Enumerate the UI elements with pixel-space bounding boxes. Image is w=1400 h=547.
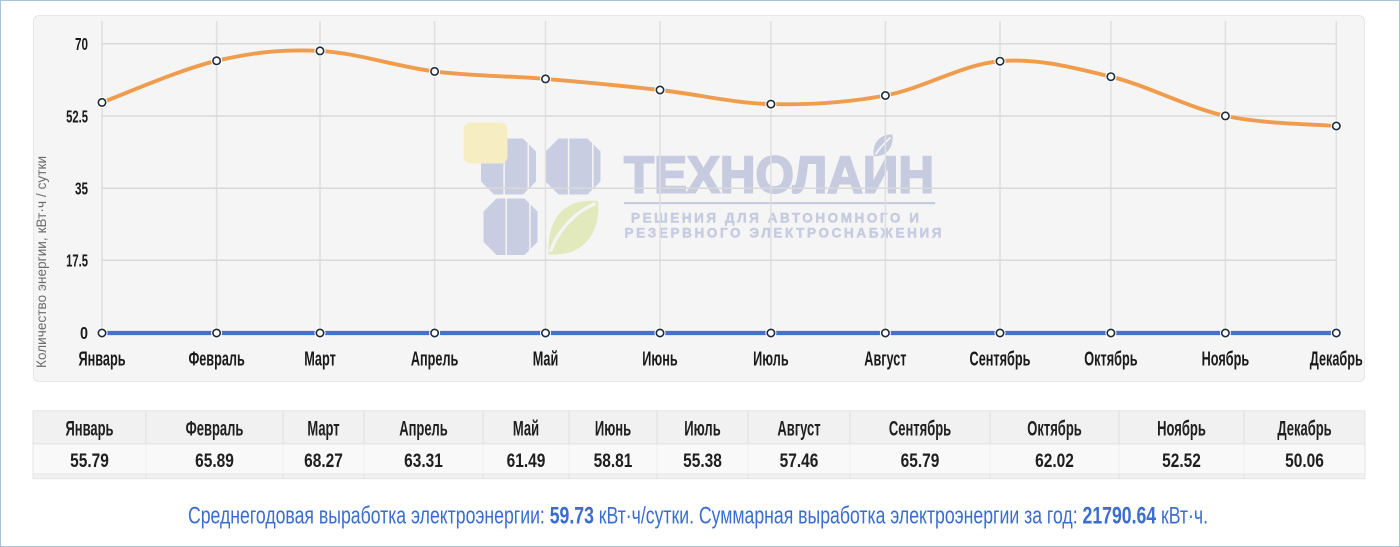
svg-text:Июль: Июль (684, 417, 720, 441)
svg-text:55.79: 55.79 (70, 451, 109, 472)
svg-text:ТЕХНОЛАИН: ТЕХНОЛАИН (624, 147, 934, 205)
svg-text:Август: Август (864, 349, 906, 371)
svg-text:70: 70 (75, 34, 88, 54)
svg-text:Апрель: Апрель (399, 417, 448, 441)
svg-text:РЕШЕНИЯ ДЛЯ АВТОНОМНОГО И: РЕШЕНИЯ ДЛЯ АВТОНОМНОГО И (631, 211, 919, 226)
svg-text:Февраль: Февраль (186, 417, 244, 441)
svg-text:Январь: Январь (65, 417, 113, 441)
svg-text:Ноябрь: Ноябрь (1157, 417, 1206, 441)
svg-text:Апрель: Апрель (411, 349, 459, 371)
svg-text:52.52: 52.52 (1162, 451, 1201, 472)
svg-text:Март: Март (307, 417, 339, 441)
svg-text:35: 35 (75, 179, 88, 199)
svg-text:52.5: 52.5 (66, 106, 88, 126)
svg-text:Июнь: Июнь (595, 417, 631, 441)
svg-text:Декабрь: Декабрь (1277, 417, 1331, 441)
svg-text:62.02: 62.02 (1035, 451, 1074, 472)
svg-text:Май: Май (513, 417, 539, 441)
svg-text:Октябрь: Октябрь (1084, 349, 1137, 371)
svg-text:Февраль: Февраль (188, 349, 244, 371)
svg-text:58.81: 58.81 (594, 451, 633, 472)
svg-text:65.79: 65.79 (901, 451, 940, 472)
svg-text:21790.64: 21790.64 (1083, 503, 1157, 530)
svg-text:Сентябрь: Сентябрь (889, 417, 951, 441)
svg-text:61.49: 61.49 (507, 451, 546, 472)
svg-text:Сентябрь: Сентябрь (970, 349, 1031, 371)
svg-text:59.73: 59.73 (550, 503, 594, 530)
svg-text:кВт·ч/сутки. Суммарная выработ: кВт·ч/сутки. Суммарная выработка электро… (594, 503, 1083, 530)
svg-text:0: 0 (80, 323, 88, 343)
svg-text:Март: Март (304, 349, 336, 371)
svg-text:55.38: 55.38 (683, 451, 722, 472)
svg-text:65.89: 65.89 (195, 451, 234, 472)
svg-text:Декабрь: Декабрь (1310, 349, 1363, 371)
svg-text:50.06: 50.06 (1285, 451, 1324, 472)
svg-text:Среднегодовая выработка электр: Среднегодовая выработка электроэнергии: (188, 503, 550, 530)
svg-text:Август: Август (777, 417, 820, 441)
svg-text:63.31: 63.31 (404, 451, 443, 472)
svg-text:кВт·ч.: кВт·ч. (1156, 503, 1208, 530)
svg-text:Октябрь: Октябрь (1027, 417, 1082, 441)
svg-text:68.27: 68.27 (304, 451, 343, 472)
svg-text:Количество энергии, кВт·ч / су: Количество энергии, кВт·ч / сутки (34, 156, 49, 368)
svg-text:Июнь: Июнь (642, 349, 677, 371)
svg-text:57.46: 57.46 (780, 451, 819, 472)
svg-text:Ноябрь: Ноябрь (1202, 349, 1250, 371)
svg-text:Май: Май (533, 349, 559, 371)
svg-text:Июль: Июль (753, 349, 789, 371)
svg-text:17.5: 17.5 (66, 251, 88, 271)
svg-text:Январь: Январь (79, 349, 126, 371)
